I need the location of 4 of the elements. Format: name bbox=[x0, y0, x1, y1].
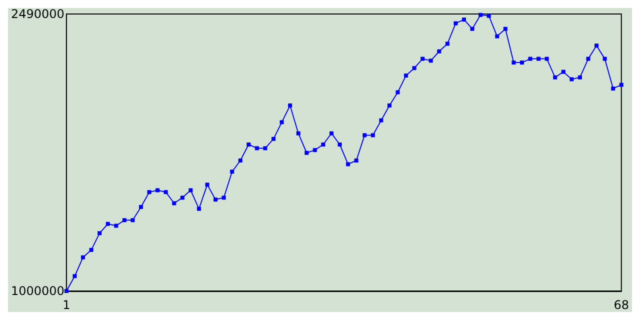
y-tick-label: 2490000 bbox=[10, 7, 64, 21]
x-tick-label: 1 bbox=[62, 298, 70, 312]
y-tick-label: 1000000 bbox=[10, 284, 64, 298]
x-tick-label: 68 bbox=[614, 298, 630, 312]
